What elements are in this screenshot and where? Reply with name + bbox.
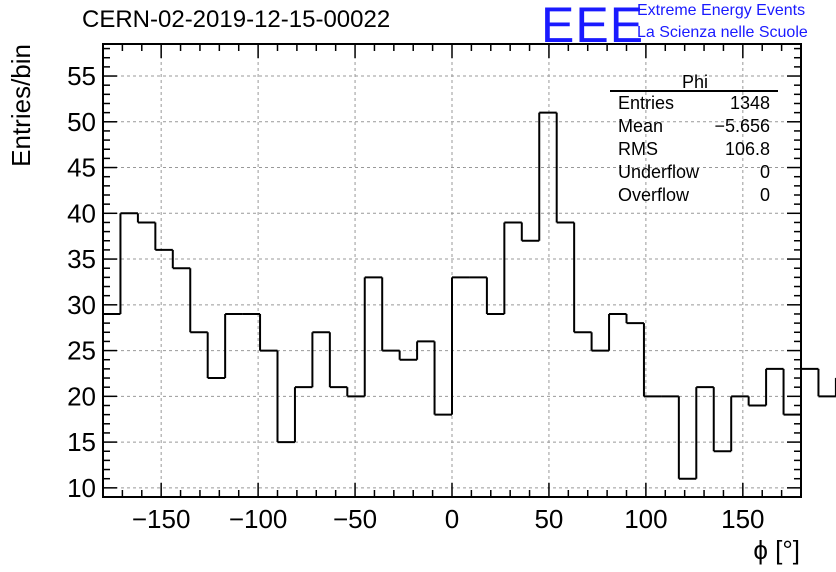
x-tick-label: −50 [333,504,377,534]
stat-label-mean: Mean [618,116,664,136]
x-tick-label: 100 [624,504,667,534]
y-tick-label: 40 [67,198,96,228]
x-tick-label: 0 [445,504,459,534]
stat-value-entries: 1348 [729,93,770,113]
y-tick-label: 35 [67,244,96,274]
x-tick-label: −150 [132,504,191,534]
y-tick-label: 50 [67,107,96,137]
stat-value-overflow: 0 [759,185,770,205]
logo-line-1: Extreme Energy Events [637,2,806,19]
stat-value-mean: −5.656 [714,116,770,136]
y-tick-label: 20 [67,381,96,411]
stat-label-overflow: Overflow [618,185,690,205]
stat-value-underflow: 0 [759,162,770,182]
stat-label-underflow: Underflow [618,162,700,182]
eee-logo: EEE [541,0,645,53]
chart-title: CERN-02-2019-12-15-00022 [82,6,391,33]
y-tick-label: 15 [67,427,96,457]
x-tick-label: 50 [534,504,563,534]
y-tick-label: 10 [67,473,96,503]
logo-line-2: La Scienza nelle Scuole [637,24,808,41]
axis-ticks [103,44,801,497]
tick-labels: −150 −100 −50 0 50 100 150 10 15 20 25 30 35 40 45 50 55 [67,61,764,534]
histogram-series [103,111,836,480]
y-tick-label: 25 [67,336,96,366]
stats-title: Phi [681,72,708,92]
x-tick-label: −100 [229,504,288,534]
x-tick-label: 150 [721,504,764,534]
stat-value-rms: 106.8 [724,139,770,159]
stat-label-rms: RMS [618,139,658,159]
y-tick-label: 45 [67,153,96,183]
y-axis-label: Entries/bin [6,44,36,167]
x-axis-label: ϕ [°] [753,535,800,565]
stat-label-entries: Entries [618,93,675,113]
y-tick-label: 30 [67,290,96,320]
y-tick-label: 55 [67,61,96,91]
